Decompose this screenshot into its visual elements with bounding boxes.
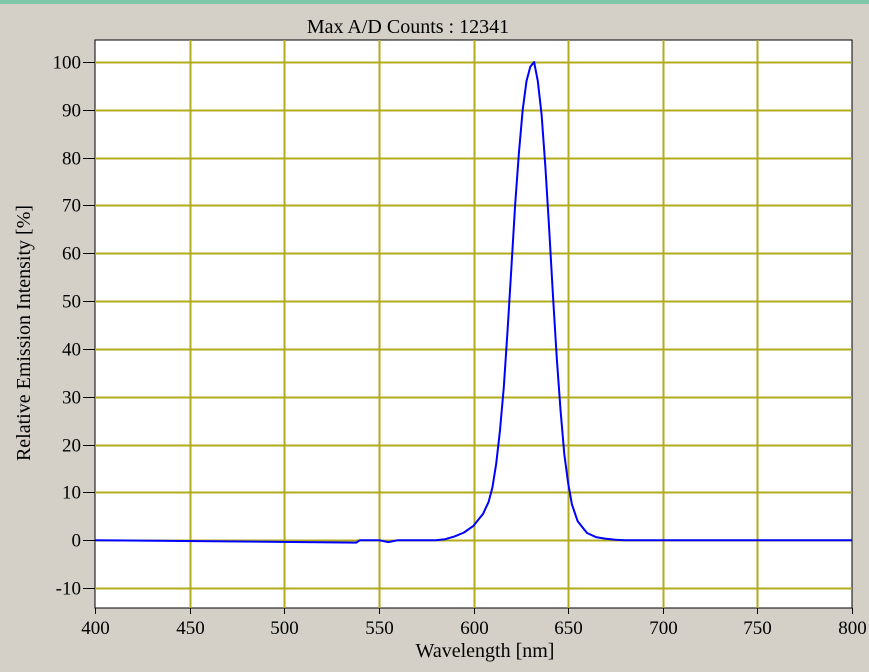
y-tick-label--10: -10 [56, 579, 81, 600]
y-tick-label-50: 50 [62, 292, 81, 313]
x-tick-label-400: 400 [81, 618, 110, 639]
y-tick-label-40: 40 [62, 340, 81, 361]
y-tick-label-60: 60 [62, 244, 81, 265]
y-tick-label-70: 70 [62, 196, 81, 217]
emission-spectrum-line-0 [94, 61, 852, 544]
x-tick-label-450: 450 [176, 618, 205, 639]
chart-title: Max A/D Counts : 12341 [306, 16, 510, 38]
window-top-border [0, 0, 869, 4]
x-tick-label-600: 600 [460, 618, 489, 639]
y-tick-label-10: 10 [62, 483, 81, 504]
y-tick-label-100: 100 [53, 53, 82, 74]
grid-lines [95, 40, 852, 608]
y-tick-label-90: 90 [62, 101, 81, 122]
y-axis-label: Relative Emission Intensity [%] [13, 204, 35, 462]
x-tick-label-650: 650 [554, 618, 583, 639]
y-tick-label-30: 30 [62, 388, 81, 409]
series-layer [94, 61, 852, 544]
x-tick-label-700: 700 [649, 618, 678, 639]
x-axis-label: Wavelength [nm] [415, 640, 555, 662]
y-tick-label-20: 20 [62, 436, 81, 457]
y-tick-label-80: 80 [62, 149, 81, 170]
axis-ticks: 400 450 500 550 600 650 700 750 800 -10 0 10 20 30 40 5… [53, 53, 867, 640]
x-tick-label-750: 750 [743, 618, 772, 639]
y-tick-label-0: 0 [72, 531, 82, 552]
x-tick-label-550: 550 [365, 618, 394, 639]
x-tick-label-800: 800 [838, 618, 867, 639]
x-tick-label-500: 500 [270, 618, 299, 639]
